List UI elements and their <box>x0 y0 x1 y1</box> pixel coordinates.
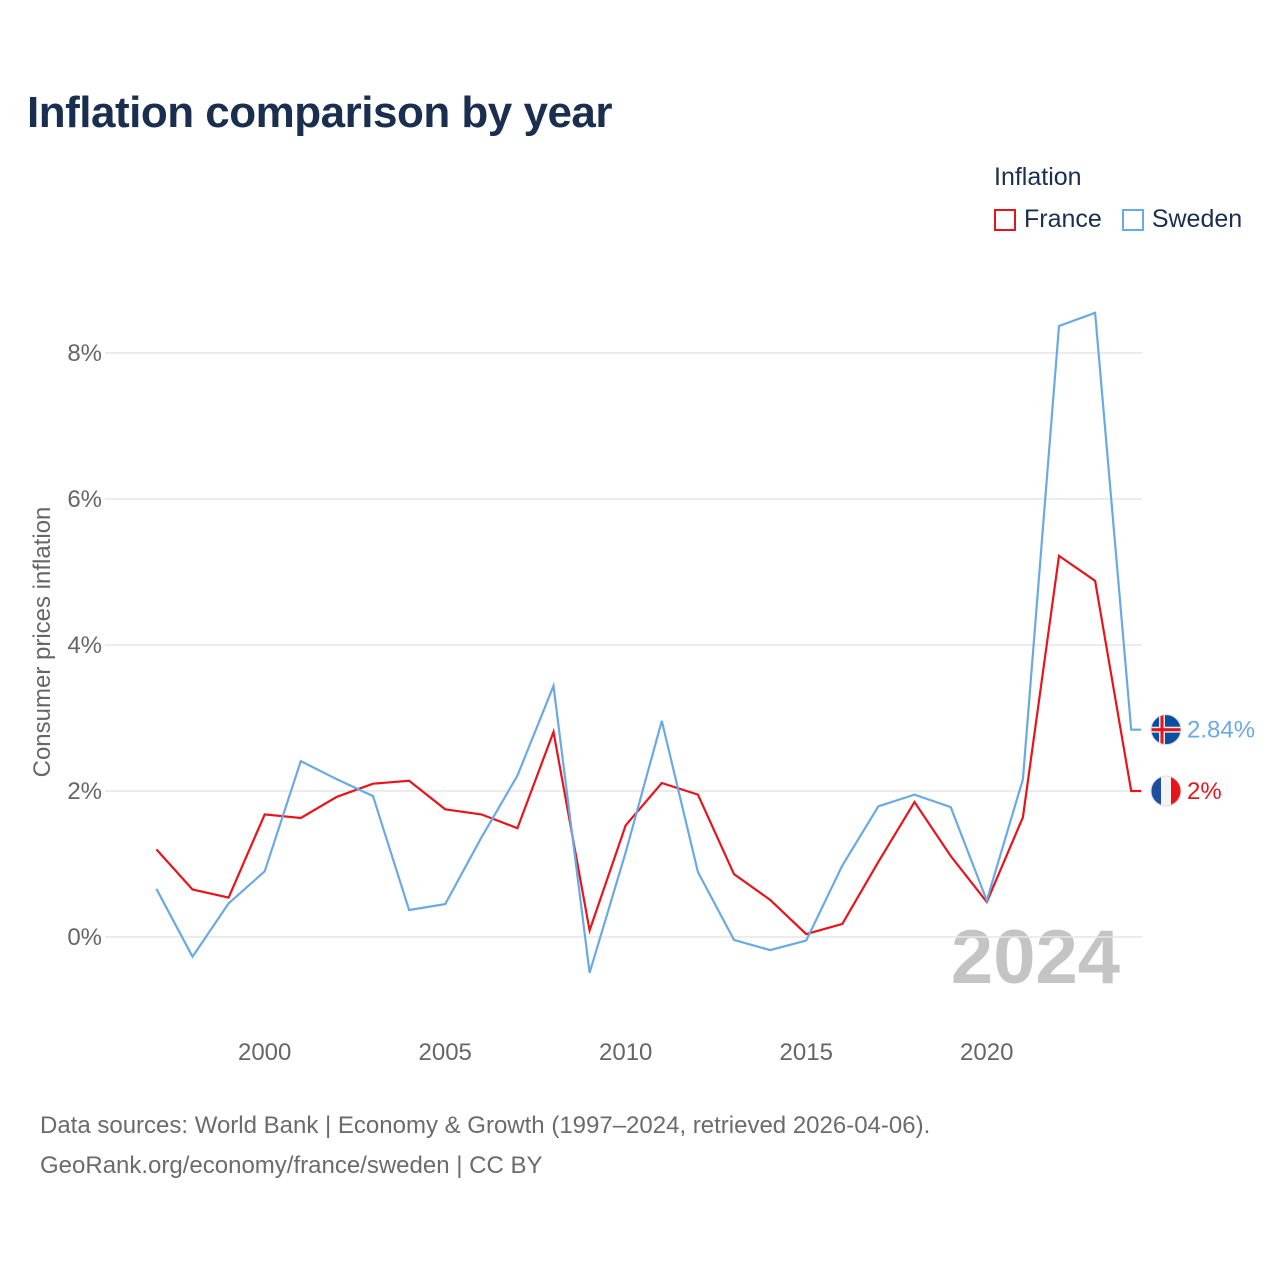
data-point-france-2021[interactable] <box>1019 813 1027 821</box>
data-point-sweden-2001[interactable] <box>297 757 305 765</box>
source-line-1: Data sources: World Bank | Economy & Gro… <box>40 1112 931 1139</box>
series-line-france[interactable] <box>155 553 1142 936</box>
data-point-france-2019[interactable] <box>947 852 955 860</box>
data-point-sweden-2004[interactable] <box>405 906 413 914</box>
data-point-france-2011[interactable] <box>658 779 666 787</box>
data-point-sweden-2002[interactable] <box>333 775 341 783</box>
x-tick-label: 2015 <box>780 1039 833 1066</box>
data-point-france-2023[interactable] <box>1091 577 1099 585</box>
x-tick-label: 2010 <box>599 1039 652 1066</box>
data-point-sweden-2015[interactable] <box>802 937 810 945</box>
data-point-sweden-2011[interactable] <box>658 717 666 725</box>
x-tick-label: 2000 <box>238 1039 291 1066</box>
data-point-france-2024[interactable] <box>1127 787 1135 795</box>
data-point-france-2007[interactable] <box>513 824 521 832</box>
data-point-sweden-1998[interactable] <box>188 953 196 961</box>
data-point-sweden-2008[interactable] <box>550 682 558 690</box>
data-point-sweden-2006[interactable] <box>477 834 485 842</box>
data-point-sweden-2022[interactable] <box>1055 322 1063 330</box>
data-point-france-2001[interactable] <box>297 814 305 822</box>
y-axis-label: Consumer prices inflation <box>29 507 56 778</box>
chart-title: Inflation comparison by year <box>27 88 613 137</box>
data-point-france-2004[interactable] <box>405 777 413 785</box>
flag-sweden-icon <box>1150 714 1182 746</box>
data-point-france-1997[interactable] <box>152 845 160 853</box>
data-point-france-1998[interactable] <box>188 886 196 894</box>
data-point-france-2006[interactable] <box>477 810 485 818</box>
data-point-france-2012[interactable] <box>694 791 702 799</box>
data-point-france-2000[interactable] <box>261 810 269 818</box>
legend-title: Inflation <box>994 163 1082 191</box>
legend-label-france: France <box>1024 205 1102 233</box>
data-point-france-2016[interactable] <box>838 920 846 928</box>
data-point-france-2002[interactable] <box>333 793 341 801</box>
data-point-sweden-2003[interactable] <box>369 792 377 800</box>
data-point-sweden-2009[interactable] <box>586 969 594 977</box>
end-label-france: 2% <box>1187 778 1222 805</box>
data-point-sweden-2013[interactable] <box>730 936 738 944</box>
x-tick-label: 2020 <box>960 1039 1013 1066</box>
legend-swatch-france <box>994 208 1016 231</box>
data-point-sweden-2014[interactable] <box>766 946 774 954</box>
data-point-sweden-2000[interactable] <box>261 867 269 875</box>
legend-label-sweden: Sweden <box>1151 205 1243 233</box>
legend-item-france[interactable]: France <box>994 205 1102 234</box>
data-point-sweden-2023[interactable] <box>1091 309 1099 317</box>
data-point-sweden-1999[interactable] <box>225 899 233 907</box>
data-point-sweden-2005[interactable] <box>441 900 449 908</box>
y-tick-label: 8% <box>67 340 102 367</box>
data-point-france-2018[interactable] <box>911 798 919 806</box>
data-point-sweden-2020[interactable] <box>983 897 991 905</box>
data-point-sweden-2024[interactable] <box>1127 726 1135 734</box>
legend-swatch-sweden <box>1121 208 1144 231</box>
source-line-2[interactable]: GeoRank.org/economy/france/sweden | CC B… <box>40 1152 543 1179</box>
source-note: Data sources: World Bank | Economy & Gro… <box>40 1106 930 1186</box>
data-point-france-2022[interactable] <box>1055 552 1063 560</box>
flag-france-icon <box>1150 775 1182 807</box>
data-point-france-2013[interactable] <box>730 870 738 878</box>
y-tick-label: 4% <box>67 632 102 659</box>
data-point-france-2010[interactable] <box>622 821 630 829</box>
data-point-france-2003[interactable] <box>369 780 377 788</box>
data-point-sweden-1997[interactable] <box>152 885 160 893</box>
y-tick-label: 2% <box>67 778 102 805</box>
legend-item-sweden[interactable]: Sweden <box>1121 205 1243 234</box>
data-point-sweden-2012[interactable] <box>694 868 702 876</box>
y-tick-label: 0% <box>67 924 102 951</box>
data-point-sweden-2019[interactable] <box>947 803 955 811</box>
y-tick-label: 6% <box>67 486 102 513</box>
data-point-france-2008[interactable] <box>550 728 558 736</box>
data-point-france-2005[interactable] <box>441 805 449 813</box>
data-point-sweden-2021[interactable] <box>1019 775 1027 783</box>
data-point-france-2009[interactable] <box>586 926 594 934</box>
x-tick-label: 2005 <box>419 1039 472 1066</box>
data-point-sweden-2017[interactable] <box>874 802 882 810</box>
end-label-sweden: 2.84% <box>1187 717 1255 744</box>
data-point-sweden-2018[interactable] <box>911 791 919 799</box>
data-point-sweden-2007[interactable] <box>513 772 521 780</box>
legend: France Sweden <box>994 205 1262 234</box>
data-point-france-2014[interactable] <box>766 896 774 904</box>
data-point-sweden-2016[interactable] <box>838 861 846 869</box>
data-point-sweden-2010[interactable] <box>622 848 630 856</box>
watermark-year: 2024 <box>951 915 1120 1000</box>
data-point-france-2017[interactable] <box>874 858 882 866</box>
series-line-sweden[interactable] <box>155 311 1142 974</box>
